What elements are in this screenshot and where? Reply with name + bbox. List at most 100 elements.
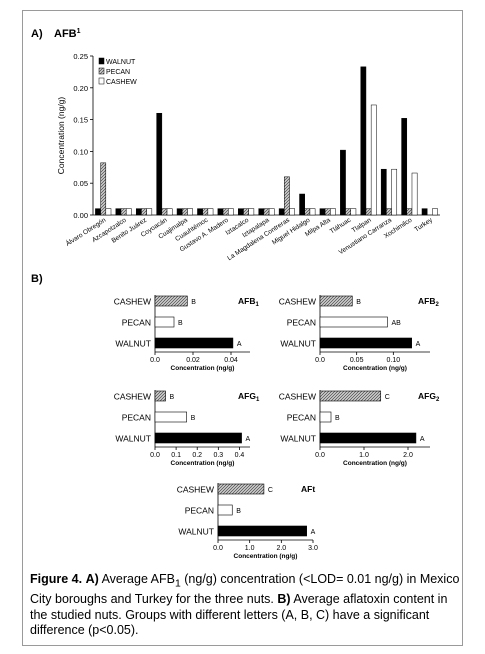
bar-cashew bbox=[268, 208, 275, 216]
bar-cashew bbox=[125, 208, 132, 216]
chart-aft: CASHEW C PECAN B WALNUT A 0.0 1.0 2.0 3.0 Concentr… bbox=[177, 483, 318, 560]
x-axis-label: Concentration (ng/g) bbox=[171, 365, 235, 372]
x-tick-label: 1.0 bbox=[359, 452, 369, 459]
bar-cashew bbox=[370, 104, 377, 216]
category-label: WALNUT bbox=[115, 434, 151, 444]
panel-a-title: AFB1 bbox=[54, 28, 81, 40]
panel-title: AFt bbox=[301, 484, 315, 494]
caption-a-text-pre: Average AFB bbox=[98, 572, 175, 586]
bar-cashew bbox=[207, 208, 214, 216]
x-tick-label: Turkey bbox=[413, 216, 434, 233]
x-tick-label: 0.1 bbox=[171, 452, 181, 459]
bar-pecan bbox=[154, 411, 187, 423]
figure-frame bbox=[22, 10, 463, 646]
bar-cashew bbox=[248, 208, 255, 216]
bar-pecan bbox=[386, 208, 392, 216]
bar-walnut bbox=[401, 118, 408, 216]
bar-walnut bbox=[319, 337, 412, 349]
bar-pecan bbox=[319, 411, 332, 423]
x-tick-label: 0.0 bbox=[315, 357, 325, 364]
x-tick-label: 1.0 bbox=[245, 545, 255, 552]
category-label: CASHEW bbox=[279, 392, 316, 402]
category-label: PECAN bbox=[287, 318, 316, 328]
category-label: PECAN bbox=[122, 413, 151, 423]
caption-a-text-post: (ng/g) concentration (<LOD= 0.01 ng/g) i… bbox=[30, 572, 460, 606]
x-tick-label: 2.0 bbox=[276, 545, 286, 552]
bar-walnut bbox=[319, 208, 326, 216]
bar-cashew bbox=[217, 483, 265, 495]
category-label: PECAN bbox=[287, 413, 316, 423]
category-label: CASHEW bbox=[279, 297, 316, 307]
y-tick-label: 0.00 bbox=[73, 211, 88, 220]
x-tick-label: 0.0 bbox=[150, 452, 160, 459]
legend-swatch bbox=[98, 77, 105, 85]
panel-title: AFG1 bbox=[238, 391, 260, 403]
bar-pecan bbox=[304, 208, 311, 216]
group-letter: B bbox=[191, 415, 196, 422]
x-tick-label: 0.04 bbox=[224, 357, 238, 364]
x-tick-label: 0.0 bbox=[315, 452, 325, 459]
x-axis-label: Concentration (ng/g) bbox=[171, 460, 235, 467]
y-tick-label: 0.15 bbox=[73, 116, 88, 125]
x-axis-label: Concentration (ng/g) bbox=[343, 365, 407, 372]
x-axis-label: Concentration (ng/g) bbox=[234, 553, 298, 560]
group-letter: A bbox=[311, 529, 316, 536]
bar-cashew bbox=[146, 208, 153, 216]
bar-pecan bbox=[324, 208, 331, 216]
bar-walnut bbox=[217, 208, 224, 216]
x-axis-label: Concentration (ng/g) bbox=[343, 460, 407, 467]
bar-cashew bbox=[166, 208, 173, 216]
x-tick-label: 0.10 bbox=[387, 357, 401, 364]
bar-walnut bbox=[197, 208, 203, 216]
bar-cashew bbox=[309, 208, 316, 216]
bar-pecan bbox=[202, 208, 209, 216]
y-tick-label: 0.05 bbox=[73, 179, 88, 188]
group-letter: B bbox=[178, 320, 183, 327]
bar-walnut bbox=[135, 208, 142, 216]
bar-pecan bbox=[217, 504, 233, 516]
bar-cashew bbox=[154, 390, 166, 402]
bar-walnut bbox=[380, 168, 387, 216]
caption-a-marker: A) bbox=[85, 572, 99, 586]
bar-pecan bbox=[182, 208, 188, 216]
bar-pecan bbox=[161, 208, 168, 216]
bar-cashew bbox=[391, 168, 398, 216]
bar-walnut bbox=[319, 432, 417, 444]
bar-pecan bbox=[284, 176, 290, 216]
category-label: WALNUT bbox=[178, 527, 214, 537]
panel-title: AFG2 bbox=[418, 391, 440, 403]
bar-cashew bbox=[411, 172, 418, 216]
category-label: WALNUT bbox=[280, 339, 316, 349]
category-label: PECAN bbox=[122, 318, 151, 328]
bar-walnut bbox=[156, 112, 163, 216]
x-tick-label: 0.05 bbox=[350, 357, 364, 364]
bar-walnut bbox=[340, 149, 346, 216]
bar-pecan bbox=[263, 208, 270, 216]
legend-swatch bbox=[98, 57, 105, 65]
chart-afb1: CASHEW B PECAN B WALNUT A 0.0 0.02 0.04Concentra… bbox=[114, 295, 259, 372]
bar-cashew bbox=[187, 208, 193, 216]
bar-walnut bbox=[154, 337, 234, 349]
bar-walnut bbox=[115, 208, 122, 216]
group-letter: B bbox=[356, 299, 361, 306]
bar-pecan bbox=[319, 316, 388, 328]
legend-label: PECAN bbox=[106, 69, 130, 76]
caption-b-marker: B) bbox=[277, 592, 291, 606]
bar-cashew bbox=[228, 208, 234, 216]
y-tick-label: 0.20 bbox=[73, 84, 88, 93]
bar-pecan bbox=[154, 316, 175, 328]
group-letter: B bbox=[236, 508, 241, 515]
bar-cashew bbox=[319, 390, 382, 402]
group-letter: B bbox=[335, 415, 340, 422]
legend-label: CASHEW bbox=[106, 79, 137, 86]
bar-pecan bbox=[406, 208, 413, 216]
group-letter: A bbox=[416, 341, 421, 348]
bar-cashew bbox=[154, 295, 188, 307]
figure-caption: Figure 4. A) Average AFB1 (ng/g) concent… bbox=[30, 572, 460, 639]
caption-b-text: Average aflatoxin content in the studied… bbox=[30, 592, 448, 637]
bar-walnut bbox=[278, 208, 285, 216]
y-axis-label: Concentration (ng/g) bbox=[56, 97, 66, 175]
x-tick-label: 0.4 bbox=[235, 452, 245, 459]
category-label: WALNUT bbox=[280, 434, 316, 444]
